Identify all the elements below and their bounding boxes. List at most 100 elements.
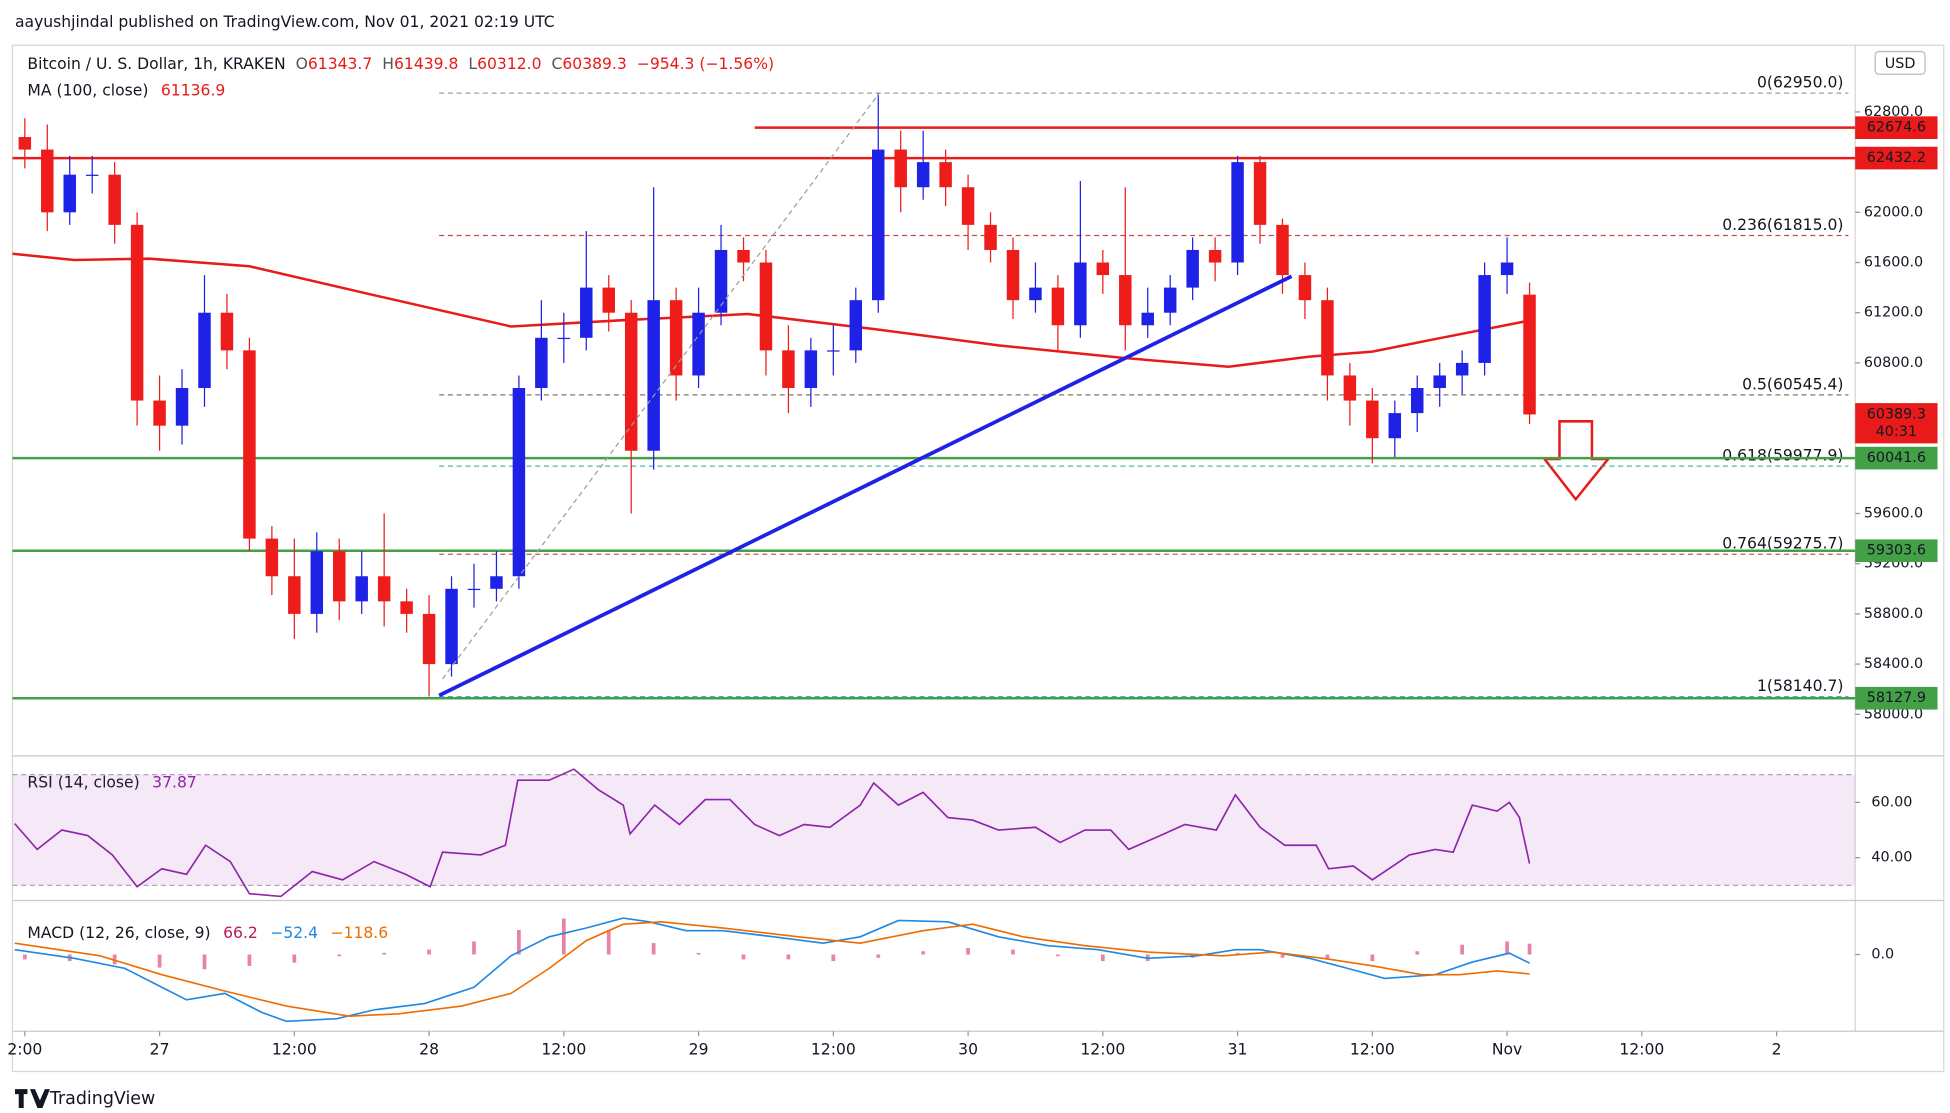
ma-legend: MA (100, close) 61136.9: [27, 80, 225, 99]
currency-box[interactable]: [1874, 50, 1926, 75]
macd-histogram-bar: [337, 954, 342, 957]
x-tick-label: 12:00: [272, 1040, 317, 1059]
candle-body: [849, 300, 863, 351]
macd-histogram-bar: [202, 954, 207, 970]
y-tick-label: 0.0: [1871, 946, 1894, 962]
candle-body: [961, 187, 975, 225]
macd-histogram-bar: [1011, 949, 1015, 955]
x-tick-label: 12:00: [1080, 1040, 1125, 1059]
candle-body: [602, 287, 615, 313]
price-tag: [1855, 116, 1938, 139]
macd-histogram-bar: [157, 954, 162, 968]
logo-mark: [14, 1089, 50, 1108]
y-tick-label: 58800.0: [1864, 606, 1923, 622]
price-tag: [1855, 446, 1938, 470]
macd-histogram-bar: [382, 952, 387, 955]
price-tag-label: 60041.6: [1867, 450, 1926, 466]
x-tick-label: 29: [689, 1040, 709, 1059]
candle-body: [108, 174, 121, 225]
candle-body: [220, 312, 234, 351]
macd-histogram-bar: [1370, 954, 1375, 962]
ohlc-value: 61343.7: [308, 54, 372, 73]
candle-body: [827, 350, 840, 352]
x-tick-label: 2: [1772, 1040, 1782, 1059]
macd-histogram-bar: [1235, 952, 1240, 955]
candle-body: [1006, 249, 1020, 301]
candle-body: [1119, 275, 1132, 326]
ohlc-key: C: [551, 54, 562, 73]
candle-body: [288, 576, 301, 614]
candle-body: [916, 162, 930, 188]
ohlc-key: L: [468, 54, 477, 73]
candle-body: [692, 312, 705, 376]
candle-body: [85, 174, 99, 176]
candle-body: [737, 249, 750, 263]
moving-average: [12, 252, 1530, 368]
macd-histogram-bar: [876, 954, 881, 958]
candle-body: [1321, 300, 1334, 376]
candle-body: [1186, 249, 1199, 288]
y-tick-label: 61200.0: [1864, 305, 1923, 321]
rsi-line: [14, 768, 1531, 898]
candle-body: [782, 350, 795, 389]
currency[interactable]: USD: [1885, 56, 1916, 72]
candle-body: [1455, 362, 1469, 376]
price-tag: [1855, 146, 1938, 170]
candle-body: [647, 300, 660, 451]
macd-histogram-bar: [472, 941, 476, 955]
macd-histogram-bar: [1325, 954, 1330, 960]
macd-histogram-bar: [1460, 944, 1465, 955]
price-tag-label: 60389.3: [1867, 406, 1926, 422]
x-tick-label: 27: [150, 1040, 170, 1059]
macd-name: MACD (12, 26, close, 9): [27, 923, 210, 942]
x-tick-label: 12:00: [1619, 1040, 1664, 1059]
ma-name: MA (100, close): [27, 80, 148, 99]
x-tick-label: 28: [419, 1040, 439, 1059]
y-tick-label: 59600.0: [1864, 505, 1923, 521]
brand: TradingView: [49, 1089, 155, 1109]
rsi-band: [12, 774, 1856, 886]
candle-body: [467, 588, 481, 591]
x-tick-label: 31: [1228, 1040, 1248, 1059]
candle-body: [872, 149, 885, 301]
candle-body: [894, 149, 907, 188]
candle-body: [580, 287, 593, 338]
trend-line: [438, 274, 1293, 698]
macd-histogram-bar: [831, 954, 836, 962]
candle-body: [1366, 400, 1379, 439]
candle-body: [759, 262, 773, 351]
macd-histogram-bar: [606, 929, 611, 955]
macd-histogram-bar: [1415, 951, 1420, 955]
macd-histogram-bar: [22, 954, 27, 960]
macd-histogram-bar: [1505, 941, 1509, 955]
candle-body: [804, 350, 818, 389]
price-tag-label: 59303.6: [1867, 543, 1926, 559]
macd-histogram-bar: [696, 952, 701, 955]
symbol: Bitcoin / U. S. Dollar, 1h, KRAKEN: [27, 54, 285, 73]
x-tick-label: 12:00: [541, 1040, 586, 1059]
published-note: aayushjindal published on TradingView.co…: [15, 12, 555, 31]
candle-body: [1478, 275, 1491, 363]
fib-label: 0.236(61815.0): [1722, 215, 1843, 234]
ohlc-value: 60389.3: [562, 54, 626, 73]
price-tag-label: 62432.2: [1867, 150, 1926, 166]
candle-body: [984, 224, 997, 250]
candle-body: [1208, 249, 1222, 263]
candle-body: [265, 538, 279, 577]
macd-histogram-bar: [1280, 954, 1285, 958]
header: Bitcoin / U. S. Dollar, 1h, KRAKEN O61343…: [27, 54, 774, 73]
macd-histogram-bar: [1527, 943, 1532, 955]
candle-body: [422, 613, 436, 665]
y-tick-label: 58000.0: [1864, 706, 1923, 722]
candle-body: [400, 601, 413, 614]
candle-body: [175, 388, 189, 426]
candle-body: [1231, 162, 1244, 263]
fib-label: 1(58140.7): [1757, 676, 1843, 695]
x-tick-label: Nov: [1492, 1040, 1522, 1059]
macd-histogram-bar: [786, 954, 791, 960]
candle-body: [1074, 262, 1087, 326]
candle-body: [1298, 275, 1312, 301]
currency-button[interactable]: USD: [1874, 50, 1926, 75]
candle-body: [18, 137, 32, 150]
